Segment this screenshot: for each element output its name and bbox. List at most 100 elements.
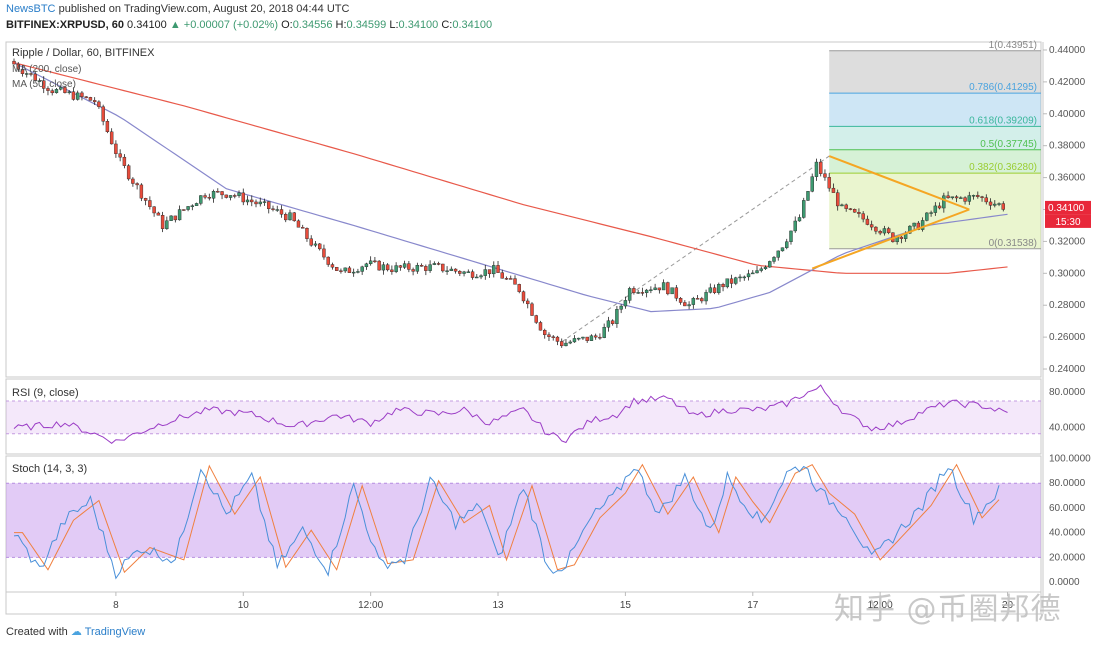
- candle-body: [284, 214, 288, 221]
- candle-body: [636, 292, 640, 294]
- open-value: 0.34556: [292, 19, 333, 31]
- candle-body: [593, 335, 598, 338]
- candle-body: [729, 278, 734, 284]
- candle-body: [521, 291, 526, 302]
- candle-body: [959, 197, 963, 199]
- candle-body: [462, 271, 466, 274]
- fib-level-label: 1(0.43951): [989, 40, 1037, 51]
- tradingview-logo-icon[interactable]: ☁: [70, 626, 82, 638]
- price-tick-label: 0.38000: [1049, 141, 1086, 152]
- candle-body: [262, 201, 267, 203]
- candle-body: [313, 243, 318, 246]
- candle-body: [908, 225, 912, 234]
- candle-body: [802, 200, 806, 218]
- candle-body: [912, 222, 916, 227]
- candle-body: [780, 247, 785, 252]
- candle-body: [700, 298, 704, 302]
- tradingview-link[interactable]: TradingView: [84, 626, 146, 638]
- price-tick-label: 0.40000: [1049, 109, 1086, 120]
- candle-body: [861, 213, 865, 220]
- candle-body: [564, 342, 568, 347]
- candle-body: [25, 73, 29, 75]
- candle-body: [988, 201, 993, 206]
- candle-body: [143, 198, 148, 201]
- candle-body: [92, 100, 97, 103]
- candle-body: [963, 197, 967, 202]
- price-tick-label: 0.28000: [1049, 300, 1086, 311]
- candle-body: [135, 183, 139, 186]
- candle-body: [666, 282, 670, 295]
- candle-body: [869, 224, 874, 228]
- candle-body: [402, 263, 407, 268]
- candle-body: [360, 266, 364, 272]
- candle-body: [840, 204, 844, 207]
- candle-body: [772, 257, 776, 262]
- created-with-text: Created with: [6, 626, 68, 638]
- candle-body: [644, 289, 649, 294]
- candle-body: [946, 195, 950, 199]
- candle-body: [233, 195, 237, 197]
- candle-body: [390, 269, 394, 272]
- candle-body: [886, 228, 891, 233]
- price-pane-title: Ripple / Dollar, 60, BITFINEX: [12, 47, 155, 59]
- candle-body: [148, 200, 152, 207]
- countdown-label: 15:30: [1055, 217, 1080, 228]
- candle-body: [640, 292, 645, 294]
- high-label: H:: [335, 19, 347, 31]
- candle-body: [844, 204, 848, 209]
- candle-body: [84, 96, 88, 98]
- candle-body: [691, 298, 696, 305]
- candle-body: [63, 87, 67, 93]
- open-label: O:: [281, 19, 293, 31]
- candle-body: [496, 265, 500, 273]
- candle-body: [661, 282, 666, 291]
- time-tick-label: 10: [238, 600, 250, 611]
- candle-body: [411, 269, 415, 272]
- countdown-box: [1045, 214, 1091, 228]
- candle-body: [929, 212, 933, 214]
- candle-body: [649, 289, 653, 291]
- candle-body: [419, 265, 424, 267]
- candle-body: [606, 320, 611, 328]
- candle-body: [424, 266, 428, 271]
- candle-body: [984, 197, 988, 203]
- candle-body: [827, 177, 831, 189]
- candle-body: [37, 80, 42, 82]
- fib-zone: [829, 126, 1041, 150]
- price-tick-label: 0.36000: [1049, 173, 1086, 184]
- candle-body: [190, 205, 195, 207]
- stoch-tick-label: 100.0000: [1049, 453, 1091, 464]
- low-label: L:: [389, 19, 399, 31]
- candle-body: [785, 241, 789, 248]
- candle-body: [768, 261, 772, 268]
- stoch-band: [6, 483, 1041, 558]
- candle-body: [347, 267, 352, 273]
- fib-level-label: 0.5(0.37745): [980, 139, 1037, 150]
- candle-body: [46, 88, 50, 91]
- candle-body: [75, 92, 80, 100]
- candle-body: [954, 196, 959, 199]
- candle-body: [245, 199, 250, 203]
- candle-body: [793, 220, 797, 232]
- candle-body: [526, 300, 530, 305]
- candle-body: [738, 276, 742, 279]
- candle-body: [712, 287, 717, 293]
- candle-body: [20, 69, 25, 74]
- candle-body: [356, 271, 360, 273]
- candle-body: [487, 269, 492, 275]
- candle-body: [555, 336, 560, 342]
- candle-body: [950, 196, 955, 199]
- candle-body: [551, 336, 555, 338]
- candle-body: [708, 287, 713, 293]
- candle-body: [445, 270, 449, 272]
- candle-body: [581, 336, 585, 339]
- candle-body: [755, 270, 759, 274]
- ma200-line: [13, 62, 1008, 274]
- candle-body: [241, 192, 245, 203]
- candle-body: [1001, 203, 1005, 210]
- stoch-tick-label: 80.0000: [1049, 478, 1086, 489]
- publisher-name[interactable]: NewsBTC: [6, 3, 56, 15]
- candle-body: [806, 191, 810, 201]
- candle-body: [721, 284, 725, 288]
